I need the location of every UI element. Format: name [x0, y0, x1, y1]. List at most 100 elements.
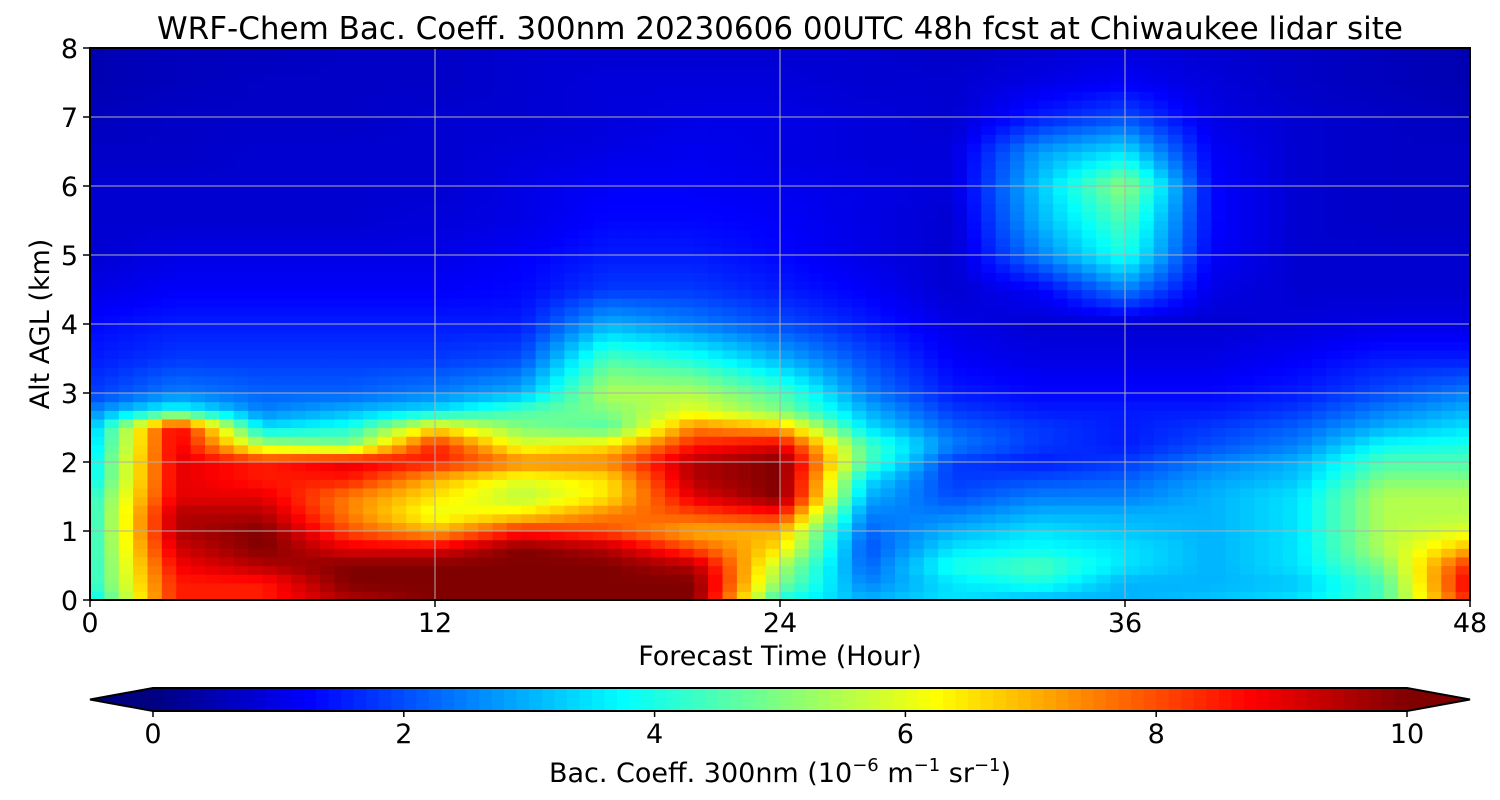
heatmap-cell [1455, 375, 1471, 385]
heatmap-cell [1038, 349, 1054, 360]
heatmap-cell [1053, 427, 1069, 437]
heatmap-cell [880, 496, 896, 506]
heatmap-cell [535, 289, 551, 299]
heatmap-cell [736, 539, 752, 549]
heatmap-cell [1225, 505, 1241, 515]
heatmap-cell [1125, 375, 1140, 385]
heatmap-cell [578, 436, 594, 446]
heatmap-cell [118, 574, 134, 584]
heatmap-cell [104, 255, 120, 265]
heatmap-cell [535, 479, 551, 489]
heatmap-cell [1412, 427, 1428, 437]
heatmap-cell [1254, 410, 1270, 420]
heatmap-cell [492, 160, 508, 170]
heatmap-cell [880, 531, 896, 541]
heatmap-cell [463, 194, 479, 204]
heatmap-cell [506, 298, 522, 308]
heatmap-cell [1139, 272, 1155, 282]
heatmap-cell [1125, 186, 1140, 196]
heatmap-cell [578, 582, 594, 592]
heatmap-cell [1168, 168, 1184, 178]
heatmap-cell [535, 220, 551, 230]
heatmap-cell [938, 177, 954, 187]
heatmap-cell [966, 186, 982, 196]
heatmap-cell [1225, 556, 1241, 567]
heatmap-cell [1383, 186, 1399, 196]
heatmap-cell [205, 367, 220, 377]
heatmap-cell [449, 358, 465, 368]
heatmap-cell [1067, 306, 1083, 316]
heatmap-cell [133, 531, 149, 541]
heatmap-cell [205, 263, 220, 273]
heatmap-cell [679, 548, 695, 558]
heatmap-cell [1010, 505, 1025, 515]
heatmap-cell [866, 263, 882, 273]
heatmap-cell [305, 168, 321, 178]
heatmap-cell [751, 358, 767, 368]
heatmap-cell [1125, 401, 1140, 411]
heatmap-cell [1441, 531, 1457, 541]
heatmap-cell [1254, 367, 1270, 377]
heatmap-cell [808, 513, 824, 523]
heatmap-cell [1240, 229, 1255, 239]
heatmap-cell [305, 539, 321, 549]
heatmap-cell [1441, 384, 1457, 394]
heatmap-cell [923, 306, 939, 316]
heatmap-cell [1139, 298, 1155, 308]
heatmap-cell [1268, 436, 1284, 446]
heatmap-cell [593, 539, 609, 549]
heatmap-cell [952, 151, 968, 161]
heatmap-cell [665, 556, 680, 567]
heatmap-cell [1426, 453, 1442, 463]
heatmap-cell [780, 375, 795, 385]
heatmap-cell [665, 427, 680, 437]
heatmap-cell [952, 332, 968, 342]
heatmap-cell [550, 436, 565, 446]
heatmap-cell [780, 401, 795, 411]
heatmap-cell [593, 548, 609, 558]
heatmap-cell [291, 332, 307, 342]
heatmap-cell [1196, 479, 1212, 489]
heatmap-cell [449, 565, 465, 575]
heatmap-cell [118, 401, 134, 411]
heatmap-cell [794, 332, 810, 342]
heatmap-cell [650, 375, 666, 385]
heatmap-cell [607, 255, 623, 265]
heatmap-cell [765, 324, 781, 334]
heatmap-cell [406, 427, 422, 437]
heatmap-cell [276, 263, 292, 273]
heatmap-cell [219, 531, 235, 541]
heatmap-cell [521, 151, 537, 161]
heatmap-cell [535, 531, 551, 541]
heatmap-cell [564, 375, 580, 385]
heatmap-cell [478, 272, 494, 282]
heatmap-cell [909, 410, 925, 420]
heatmap-cell [1283, 513, 1299, 523]
heatmap-cell [823, 298, 839, 308]
heatmap-cell [262, 220, 278, 230]
heatmap-cell [1024, 186, 1040, 196]
heatmap-cell [880, 522, 896, 532]
heatmap-cell [391, 444, 407, 454]
heatmap-cell [1254, 565, 1270, 575]
heatmap-cell [621, 393, 637, 403]
heatmap-cell [348, 341, 364, 351]
heatmap-cell [1096, 539, 1112, 549]
heatmap-cell [90, 556, 105, 567]
heatmap-cell [708, 427, 724, 437]
heatmap-cell [391, 203, 407, 213]
heatmap-cell [722, 470, 738, 480]
heatmap-cell [1225, 513, 1241, 523]
heatmap-cell [1010, 436, 1025, 446]
heatmap-cell [506, 479, 522, 489]
heatmap-cell [1110, 272, 1126, 282]
heatmap-cell [1182, 393, 1198, 403]
heatmap-cell [650, 168, 666, 178]
heatmap-cell [1412, 582, 1428, 592]
heatmap-cell [736, 306, 752, 316]
heatmap-cell [1254, 203, 1270, 213]
heatmap-cell [506, 574, 522, 584]
heatmap-cell [1211, 496, 1227, 506]
heatmap-cell [1326, 401, 1342, 411]
heatmap-cell [1412, 229, 1428, 239]
